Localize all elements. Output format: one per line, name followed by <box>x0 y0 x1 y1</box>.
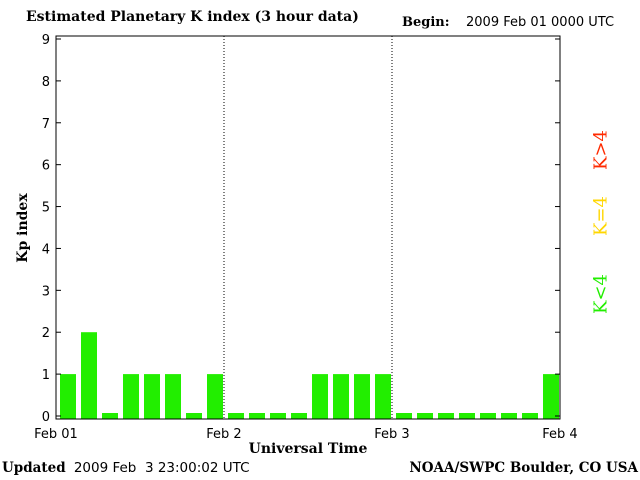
legend-k-less-4: K<4 <box>586 264 616 324</box>
kp-bar <box>207 374 223 419</box>
x-tick-label: Feb 4 <box>542 427 577 442</box>
source-credit: NOAA/SWPC Boulder, CO USA <box>409 460 638 476</box>
y-tick-label: 1 <box>42 368 50 383</box>
kp-bar <box>522 413 538 419</box>
y-tick-label: 6 <box>42 159 50 174</box>
kp-bar <box>186 413 202 419</box>
kp-bar <box>396 413 412 419</box>
updated-label: Updated <box>2 460 66 476</box>
plot-frame <box>55 35 561 420</box>
kp-bar <box>354 374 370 419</box>
chart-title: Estimated Planetary K index (3 hour data… <box>26 9 359 25</box>
updated-value: 2009 Feb 3 23:00:02 UTC <box>73 460 250 476</box>
legend-label-k-greater-4: K>4 <box>590 130 612 170</box>
kp-bar <box>123 374 139 419</box>
y-tick-label: 2 <box>42 326 50 341</box>
kp-bar <box>60 374 76 419</box>
updated-line: Updated 2009 Feb 3 23:00:02 UTC <box>2 460 250 476</box>
x-tick-label: Feb 01 <box>34 427 78 442</box>
kp-bar <box>375 374 391 419</box>
kp-bar <box>501 413 517 419</box>
kp-bar <box>417 413 433 419</box>
x-tick-label: Feb 3 <box>374 427 409 442</box>
y-tick-label: 3 <box>42 284 50 299</box>
y-tick-label: 9 <box>42 33 50 48</box>
kp-bar <box>459 413 475 419</box>
y-tick-label: 0 <box>42 410 50 425</box>
kp-bar <box>165 374 181 419</box>
kp-bar <box>228 413 244 419</box>
kp-bar <box>543 374 559 419</box>
kp-bar <box>270 413 286 419</box>
legend-label-k-equal-4: K=4 <box>590 196 612 236</box>
begin-label: Begin: <box>402 15 450 30</box>
kp-bar <box>102 413 118 419</box>
legend-k-greater-4: K>4 <box>586 120 616 180</box>
ticks-layer: 0 1 2 3 4 5 6 7 8 9 Feb 01 Feb 2 Feb 3 Feb 4 <box>34 33 578 442</box>
y-tick-label: 8 <box>42 75 50 90</box>
kp-bar <box>144 374 160 419</box>
y-tick-label: 7 <box>42 117 50 132</box>
x-axis-label: Universal Time <box>249 441 368 457</box>
kp-bar <box>438 413 454 419</box>
x-tick-label: Feb 2 <box>206 427 241 442</box>
y-axis-label: Kp index <box>15 193 31 263</box>
legend-k-equal-4: K=4 <box>586 186 616 246</box>
begin-value: 2009 Feb 01 0000 UTC <box>466 15 615 30</box>
y-tick-label: 5 <box>42 201 50 216</box>
kp-bar <box>333 374 349 419</box>
legend-label-k-less-4: K<4 <box>590 274 612 314</box>
y-tick-label: 4 <box>42 242 50 257</box>
kp-bar <box>291 413 307 419</box>
bars-layer <box>60 332 559 419</box>
kp-bar <box>81 332 97 419</box>
kp-bar <box>312 374 328 419</box>
kp-bar <box>249 413 265 419</box>
kp-bar <box>480 413 496 419</box>
grid-layer <box>223 36 393 419</box>
